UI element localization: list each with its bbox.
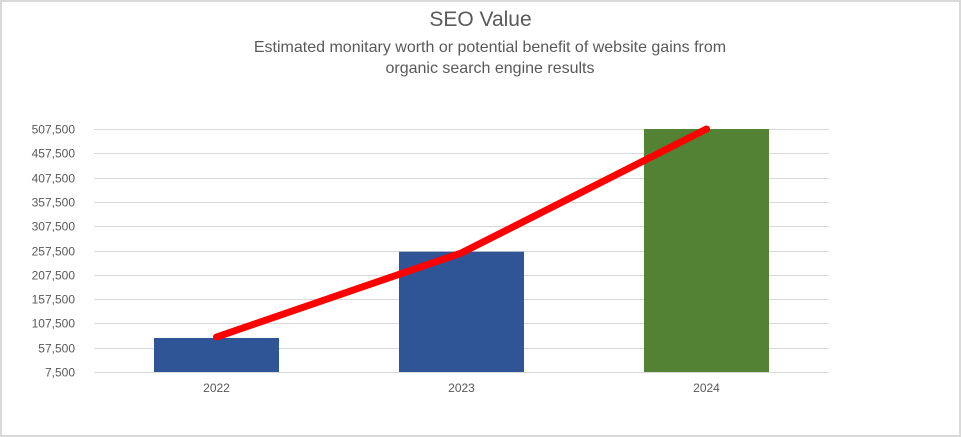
x-axis-tick-label: 2024 (693, 381, 720, 395)
y-axis-tick-label: 457,500 (32, 147, 76, 161)
y-axis-tick-label: 257,500 (32, 245, 76, 259)
y-axis-tick-label: 507,500 (32, 123, 76, 137)
chart-subtitle: Estimated monitary worth or potential be… (253, 39, 727, 77)
y-axis-tick-label: 157,500 (32, 293, 76, 307)
y-axis-tick-label: 207,500 (32, 269, 76, 283)
x-axis-tick-label: 2022 (203, 381, 230, 395)
bar-2022[interactable] (154, 337, 279, 372)
y-axis-tick-label: 57,500 (38, 342, 75, 356)
y-axis-tick-label: 107,500 (32, 317, 76, 331)
chart-title: SEO Value (429, 8, 532, 31)
bar-2024[interactable] (644, 129, 769, 372)
y-axis-tick-label: 357,500 (32, 196, 76, 210)
trend-line (213, 125, 710, 341)
x-axis-tick-label: 2023 (448, 381, 475, 395)
y-axis-tick-label: 7,500 (45, 366, 75, 380)
y-axis-tick-label: 407,500 (32, 172, 76, 186)
y-axis-tick-label: 307,500 (32, 220, 76, 234)
bar-2023[interactable] (399, 251, 524, 372)
